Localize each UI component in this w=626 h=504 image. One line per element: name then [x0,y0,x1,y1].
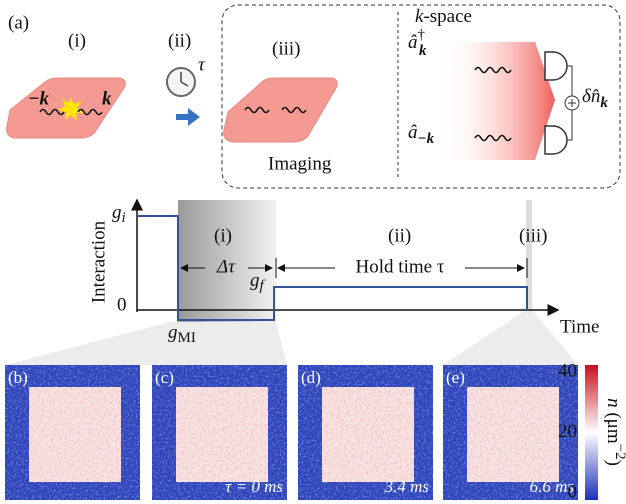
text: -space [423,6,472,27]
zoom-shade [5,322,287,365]
text: â [408,122,418,143]
image-label: (d) [301,368,321,387]
detector [545,126,567,154]
zoom-shade [443,310,578,365]
g-i: gi [112,202,126,226]
text: k [600,95,608,111]
step-label: (i) [68,30,86,51]
momentum-label: k [102,88,112,109]
text: (μm [603,408,624,444]
text: i [122,210,126,226]
colorbar-tick-label: 20 [558,421,577,442]
hold-time: Hold time τ [356,256,445,277]
operator: â−k [408,122,435,147]
k-space-label: k-space [415,6,472,27]
image-row: (b)(c)τ = 0 ms(d)3.4 ms(e)6.6 ms [5,365,578,500]
text: −k [418,131,435,147]
y-axis-label: Interaction [88,220,109,303]
delta-tau: Δτ [216,256,236,277]
step-label: (iii) [272,38,301,59]
atom-noise [322,387,414,482]
text: ) [603,460,624,466]
image-caption: τ = 0 ms [225,477,283,496]
text: g [168,322,178,343]
image-label: (e) [446,368,465,387]
delta-n: δn̂k [582,86,608,111]
figure: (a) (i) (ii) (iii) −k k τ Imaging k-spac… [0,0,626,504]
arrow [176,108,200,126]
zero-label: 0 [117,294,127,315]
beam [440,42,555,160]
tau: τ [198,54,206,75]
colorbar-tick-label: 0 [568,481,578,502]
colorbar-label: n (μm−2) [603,398,626,466]
imaging-label: Imaging [268,153,332,174]
colorbar-tick-label: 40 [558,360,577,381]
stage-label: (iii) [519,225,548,246]
stage-label: (ii) [388,225,411,246]
lattice-tile [224,78,338,142]
panel-label: (a) [8,12,29,33]
atom-noise [29,387,121,482]
text: â [408,32,418,53]
image-label: (b) [8,368,28,387]
text: g [112,202,122,223]
stage-label: (i) [214,225,232,246]
text: MI [178,330,196,346]
momentum-label: −k [28,88,50,109]
text: k [419,43,427,59]
text: † [418,27,426,43]
text: δn̂ [582,86,600,107]
image-caption: 3.4 ms [384,477,430,496]
operator: â†k [408,27,427,59]
detector [545,52,567,80]
x-axis-label: Time [560,316,599,337]
atom-noise [176,387,268,482]
text: g [250,270,260,291]
text: n [603,398,624,408]
text: −2 [612,444,626,460]
step-label: (ii) [168,30,191,51]
atom-noise [467,387,559,482]
image-label: (c) [155,368,174,387]
colorbar [585,365,598,500]
